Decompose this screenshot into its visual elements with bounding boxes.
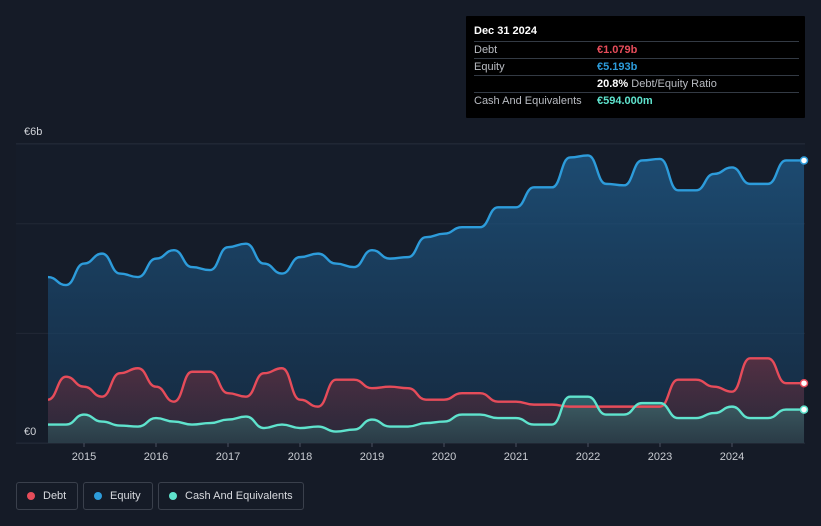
y-axis-top-label: €6b bbox=[24, 126, 42, 138]
debt-end-marker bbox=[799, 378, 809, 388]
tooltip-row-equity: Equity €5.193b bbox=[474, 58, 799, 76]
tooltip-panel: Dec 31 2024 Debt €1.079b Equity €5.193b … bbox=[466, 16, 805, 118]
equity-line bbox=[47, 154, 804, 287]
x-tick-label: 2023 bbox=[648, 451, 672, 463]
tooltip-ratio-value: 20.8% bbox=[597, 78, 629, 90]
legend-equity-label: Equity bbox=[110, 490, 141, 502]
tooltip-cash-value: €594.000m bbox=[597, 95, 653, 107]
tooltip-debt-value: €1.079b bbox=[597, 44, 638, 56]
y-axis-bottom-label: €0 bbox=[24, 426, 36, 438]
equity-area bbox=[48, 155, 804, 443]
series-lines bbox=[47, 154, 804, 433]
legend-cash[interactable]: Cash And Equivalents bbox=[158, 482, 304, 510]
x-tick-label: 2019 bbox=[360, 451, 384, 463]
equity-end-marker bbox=[799, 156, 809, 165]
tooltip-debt-label: Debt bbox=[474, 44, 498, 56]
series-end-markers bbox=[799, 156, 809, 414]
legend-cash-dot-icon bbox=[169, 492, 177, 500]
tooltip-ratio-label: Debt/Equity Ratio bbox=[631, 78, 717, 90]
tooltip-row-debt: Debt €1.079b bbox=[474, 41, 799, 59]
tooltip-equity-label: Equity bbox=[474, 61, 505, 73]
x-tick-label: 2022 bbox=[576, 451, 600, 463]
x-tick-label: 2018 bbox=[288, 451, 312, 463]
legend-debt-label: Debt bbox=[43, 490, 67, 502]
x-tick-label: 2024 bbox=[720, 451, 744, 463]
tooltip-cash-label: Cash And Equivalents bbox=[474, 95, 582, 107]
x-tick-label: 2017 bbox=[216, 451, 240, 463]
legend-equity-dot-icon bbox=[94, 492, 102, 500]
cash-and-equivalents-end-marker bbox=[799, 405, 809, 414]
debt-line bbox=[47, 357, 804, 408]
tooltip-row-ratio: 20.8% Debt/Equity Ratio bbox=[474, 75, 799, 93]
legend-cash-label: Cash And Equivalents bbox=[185, 490, 293, 502]
cash-and-equivalents-line bbox=[48, 395, 804, 433]
cash-and-equivalents-area bbox=[48, 396, 804, 443]
tooltip-equity-value: €5.193b bbox=[597, 61, 638, 73]
x-axis-ticks: 2015 2016 2017 2018 2019 2020 2021 2022 2023 2024 bbox=[72, 443, 744, 463]
legend-debt[interactable]: Debt bbox=[16, 482, 78, 510]
x-tick-label: 2021 bbox=[504, 451, 528, 463]
tooltip-date: Dec 31 2024 bbox=[474, 25, 537, 37]
tooltip-row-cash: Cash And Equivalents €594.000m bbox=[474, 92, 799, 110]
x-tick-label: 2020 bbox=[432, 451, 456, 463]
x-tick-label: 2016 bbox=[144, 451, 168, 463]
x-tick-label: 2015 bbox=[72, 451, 96, 463]
legend-equity[interactable]: Equity bbox=[83, 482, 153, 510]
legend-debt-dot-icon bbox=[27, 492, 35, 500]
